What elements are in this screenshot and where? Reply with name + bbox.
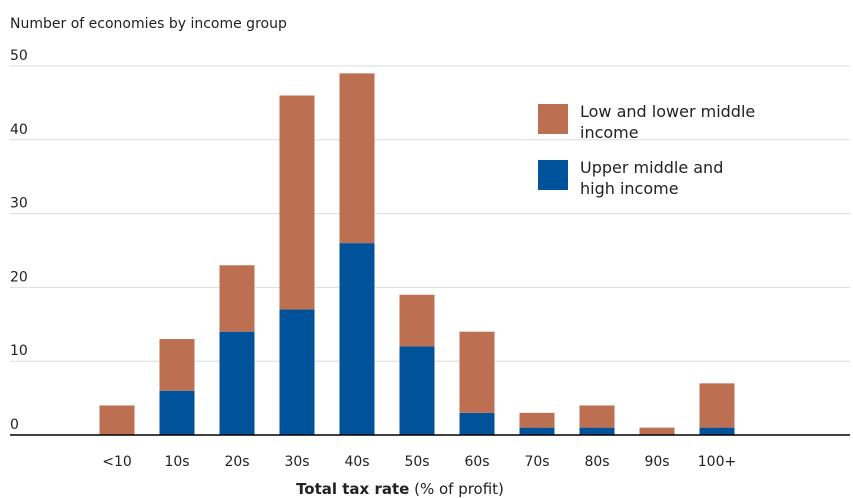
bar-upper-high-6 [459, 412, 495, 435]
x-tick-label: 20s [224, 454, 249, 470]
x-tick-label: 60s [464, 454, 489, 470]
y-tick-labels: 0 10 20 30 40 50 [10, 48, 28, 433]
bar-low-lower-5 [399, 294, 435, 347]
x-tick-label: 50s [404, 454, 429, 470]
bar-low-lower-7 [519, 412, 555, 428]
legend-label-1-line-1: high income [580, 179, 679, 198]
x-tick-label: 10s [164, 454, 189, 470]
x-tick-label: 90s [644, 454, 669, 470]
bar-upper-high-5 [399, 346, 435, 435]
bar-low-lower-4 [339, 73, 375, 244]
bars [99, 73, 735, 435]
x-tick-label: 70s [524, 454, 549, 470]
y-tick-label-40: 40 [10, 122, 28, 138]
y-tick-label-30: 30 [10, 196, 28, 212]
x-tick-label: <10 [102, 454, 132, 470]
bar-low-lower-9 [639, 427, 675, 435]
bar-upper-high-4 [339, 243, 375, 435]
bar-upper-high-7 [519, 427, 555, 435]
legend-swatch-0 [538, 104, 568, 134]
bar-upper-high-1 [159, 390, 195, 435]
bar-upper-high-8 [579, 427, 615, 435]
legend: Low and lower middle income Upper middle a… [538, 102, 755, 198]
bar-low-lower-10 [699, 383, 735, 428]
gridlines [10, 65, 850, 362]
x-tick-label: 30s [284, 454, 309, 470]
bar-low-lower-1 [159, 339, 195, 391]
y-tick-label-10: 10 [10, 343, 28, 359]
x-axis-title: Total tax rate (% of profit) [296, 480, 504, 498]
y-axis-title: Number of economies by income group [10, 16, 287, 32]
bar-upper-high-3 [279, 309, 315, 435]
x-axis-title-unit: (% of profit) [409, 480, 504, 498]
y-tick-label-50: 50 [10, 48, 28, 64]
bar-low-lower-6 [459, 331, 495, 413]
y-tick-label-0: 0 [10, 417, 19, 433]
y-tick-label-20: 20 [10, 269, 28, 285]
bar-upper-high-2 [219, 331, 255, 435]
x-axis-title-bold: Total tax rate [296, 480, 409, 498]
bar-low-lower-3 [279, 95, 315, 310]
x-tick-labels: <10 10s 20s 30s 40s 50s 60s 70s 80s 90s 100+ [102, 454, 736, 470]
bar-upper-high-10 [699, 427, 735, 435]
bar-low-lower-2 [219, 265, 255, 332]
x-tick-label: 40s [344, 454, 369, 470]
legend-swatch-1 [538, 160, 568, 190]
legend-label-1-line-0: Upper middle and [580, 158, 723, 177]
bar-low-lower-8 [579, 405, 615, 428]
bar-low-lower-0 [99, 405, 135, 435]
legend-label-0-line-0: Low and lower middle [580, 102, 755, 121]
x-tick-label: 100+ [698, 454, 736, 470]
legend-label-0-line-1: income [580, 123, 639, 142]
x-tick-label: 80s [584, 454, 609, 470]
